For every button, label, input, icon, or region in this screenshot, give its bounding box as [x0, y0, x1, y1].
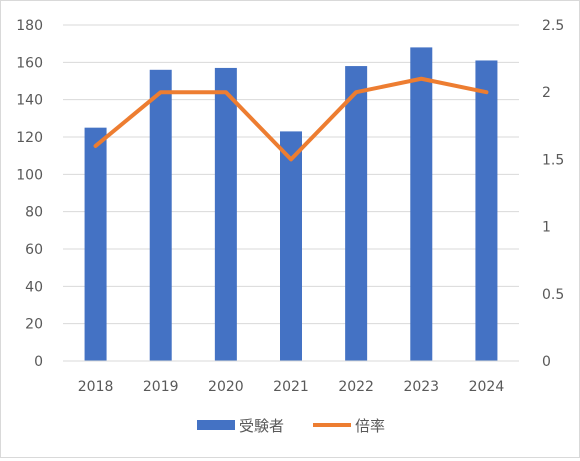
x-tick-label: 2018 — [78, 379, 114, 395]
right-tick-label: 0.5 — [542, 287, 564, 303]
x-tick-label: 2019 — [143, 379, 179, 395]
left-tick-label: 20 — [25, 317, 43, 333]
right-tick-label: 2 — [542, 85, 551, 101]
left-tick-label: 80 — [25, 205, 43, 221]
left-tick-label: 120 — [16, 130, 43, 146]
left-tick-label: 180 — [16, 18, 43, 34]
legend: 受験者 倍率 — [197, 417, 385, 435]
left-tick-label: 140 — [16, 93, 43, 109]
bar-2024 — [475, 60, 497, 361]
right-tick-label: 1 — [542, 220, 551, 236]
x-axis-ticks: 2018 2019 2020 2021 2022 2023 2024 — [78, 379, 505, 395]
bar-series — [85, 47, 498, 361]
bar-2019 — [150, 70, 172, 361]
left-tick-label: 60 — [25, 242, 43, 258]
bar-2020 — [215, 68, 237, 361]
legend-line-label: 倍率 — [355, 417, 385, 435]
bar-2021 — [280, 131, 302, 361]
legend-bar-label: 受験者 — [239, 417, 284, 435]
bar-2022 — [345, 66, 367, 361]
right-tick-label: 1.5 — [542, 152, 564, 168]
left-tick-label: 0 — [34, 354, 43, 370]
left-axis-ticks: 0 20 40 60 80 100 120 140 160 180 — [16, 18, 43, 370]
x-tick-label: 2021 — [273, 379, 309, 395]
x-tick-label: 2022 — [338, 379, 374, 395]
right-tick-label: 0 — [542, 354, 551, 370]
left-tick-label: 100 — [16, 167, 43, 183]
left-tick-label: 160 — [16, 55, 43, 71]
x-tick-label: 2024 — [469, 379, 505, 395]
bar-2018 — [85, 128, 107, 361]
left-tick-label: 40 — [25, 279, 43, 295]
right-axis-ticks: 0 0.5 1 1.5 2 2.5 — [542, 18, 564, 370]
right-tick-label: 2.5 — [542, 18, 564, 34]
x-tick-label: 2023 — [403, 379, 439, 395]
legend-bar-swatch — [197, 420, 235, 430]
bar-2023 — [410, 47, 432, 361]
x-tick-label: 2020 — [208, 379, 244, 395]
